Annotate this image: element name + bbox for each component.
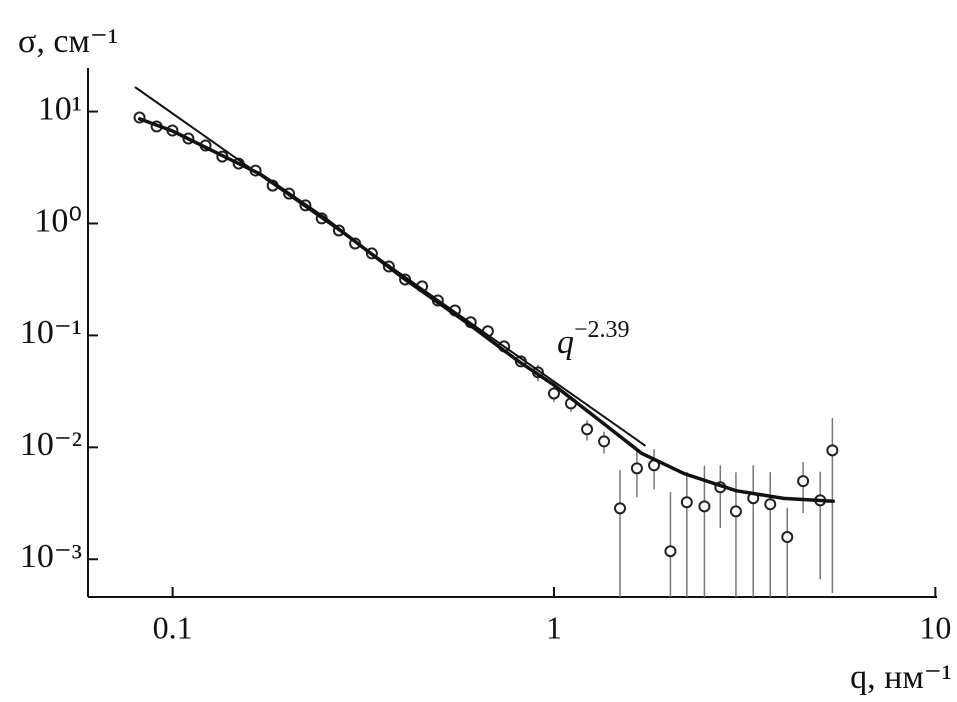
data-point: [698, 500, 711, 513]
power-law-line: [134, 86, 646, 447]
x-tick-label: 1: [546, 609, 562, 645]
annotation: q−2.39: [557, 317, 630, 361]
data-point: [664, 545, 677, 558]
y-tick-label: 10⁻²: [20, 426, 82, 463]
fit-curve: [137, 117, 836, 503]
y-axis-label: σ, см⁻¹: [18, 23, 118, 60]
data-point: [598, 435, 611, 448]
x-axis-label: q, нм⁻¹: [850, 659, 952, 696]
data-point: [547, 387, 560, 400]
data-point: [781, 531, 794, 544]
data-point: [680, 496, 693, 509]
y-tick-label: 10⁻¹: [20, 314, 82, 351]
data-point: [797, 475, 810, 488]
annotation-base: q: [557, 324, 574, 361]
y-tick-label: 10⁻³: [20, 538, 82, 575]
data-point: [826, 444, 839, 457]
x-tick-label: 10: [919, 609, 951, 645]
x-tick-label: 0.1: [153, 609, 193, 645]
data-point: [614, 502, 627, 515]
data-point: [764, 498, 777, 511]
data-point: [630, 462, 643, 475]
annotation-exponent: −2.39: [574, 317, 630, 343]
y-tick-label: 10⁰: [34, 202, 82, 239]
data-point: [581, 423, 594, 436]
data-point: [729, 505, 742, 518]
y-tick-label: 10¹: [38, 90, 82, 127]
